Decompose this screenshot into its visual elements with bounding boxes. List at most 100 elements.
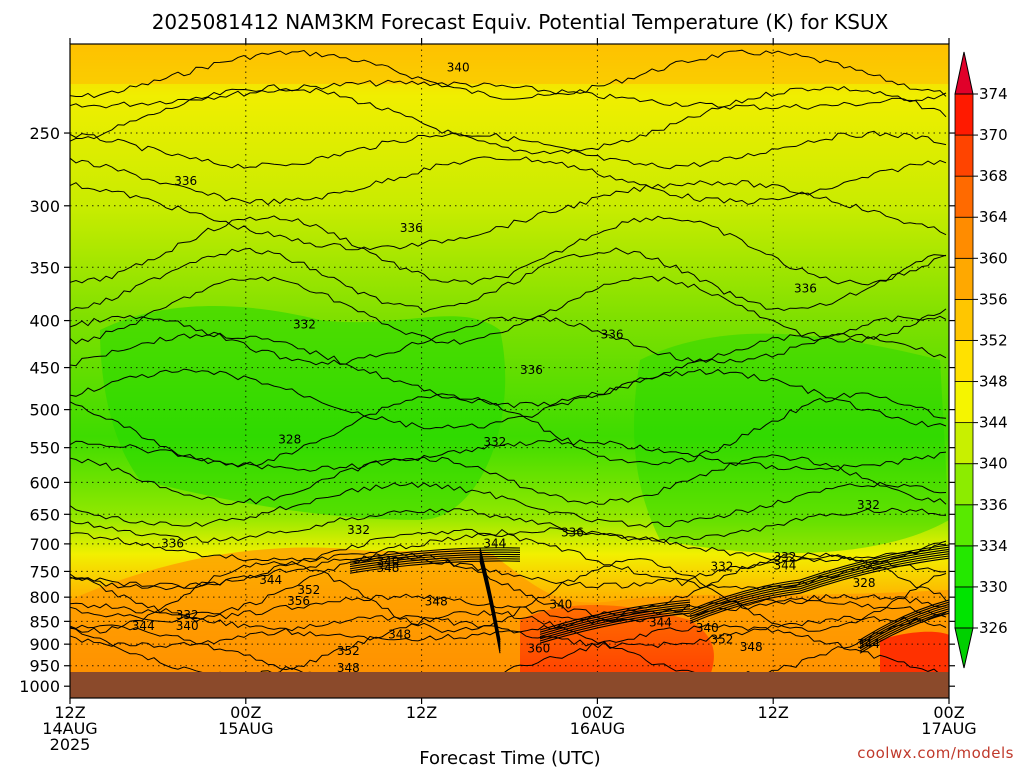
contour-line — [70, 275, 947, 345]
contour-line — [539, 606, 691, 638]
contour-line — [689, 581, 801, 613]
contour-line — [539, 612, 691, 644]
contour-label: 340 — [696, 621, 719, 635]
contour-label: 332 — [293, 318, 316, 332]
contour-line — [799, 544, 949, 581]
contour-label: 344 — [649, 615, 672, 629]
contour-line — [70, 593, 947, 623]
contour-lines — [70, 49, 949, 689]
contour-line — [70, 481, 947, 528]
contour-label: 332 — [347, 523, 370, 537]
x-tick-label: 00Z — [582, 703, 613, 722]
colorbar-min-arrow — [954, 627, 974, 669]
contour-line — [539, 610, 691, 642]
y-tick-label: 700 — [29, 535, 60, 554]
contour-label: 340 — [176, 619, 199, 633]
contour-line — [70, 79, 947, 111]
contour-line — [799, 553, 949, 590]
contour-line — [349, 556, 521, 570]
contour-label: 344 — [857, 637, 880, 651]
contour-line — [70, 528, 947, 591]
contour-line — [689, 586, 801, 618]
colorbar-tick-label: 340 — [979, 455, 1008, 473]
contour-line — [349, 547, 521, 561]
low-theta-region — [634, 333, 949, 554]
colorbar-tick-label: 364 — [979, 208, 1008, 226]
contour-line — [349, 558, 521, 572]
y-tick-label: 550 — [29, 439, 60, 458]
contour-line — [859, 606, 949, 648]
contour-line — [70, 49, 947, 100]
contour-label: 344 — [259, 573, 282, 587]
y-tick-label: 800 — [29, 588, 60, 607]
contour-line — [349, 553, 521, 568]
colorbar-swatch — [954, 134, 974, 177]
contour-line — [70, 247, 947, 313]
contour-label: 328 — [278, 433, 301, 447]
x-axis-label: Forecast Time (UTC) — [419, 748, 600, 768]
contour-line — [799, 557, 949, 594]
contour-line — [539, 601, 691, 633]
y-tick-label: 900 — [29, 635, 60, 654]
contour-label: 332 — [857, 498, 880, 512]
x-tick-label: 12Z — [758, 703, 789, 722]
contour-label: 336 — [561, 525, 584, 539]
y-tick-label: 400 — [29, 312, 60, 331]
colorbar-max-arrow — [954, 51, 974, 95]
y-tick-label: 850 — [29, 612, 60, 631]
contour-label: 336 — [794, 281, 817, 295]
colorbar-tick-label: 344 — [979, 414, 1008, 432]
terrain-surface — [70, 671, 949, 698]
y-tick-label: 350 — [29, 258, 60, 277]
contour-line — [859, 612, 949, 654]
x-tick-label: 16AUG — [570, 719, 625, 738]
contour-line — [70, 179, 947, 251]
contour-label: 352 — [710, 632, 733, 646]
contour-line — [689, 588, 801, 620]
contour-line — [689, 579, 801, 611]
y-tick-label: 250 — [29, 124, 60, 143]
contour-line — [859, 610, 949, 652]
contour-labels: 340 336 336 336 332 336 336 332 328 332 332 336 336 3… — [132, 60, 880, 675]
contour-label: 332 — [176, 608, 199, 622]
grid-lines — [70, 44, 949, 698]
upper-warm-band — [70, 44, 949, 84]
contour-line — [70, 598, 947, 642]
colorbar-tick-label: 326 — [979, 619, 1008, 637]
contour-line — [70, 454, 947, 506]
colorbar-swatch — [954, 93, 974, 136]
x-tick-label: 15AUG — [218, 719, 273, 738]
contour-line — [799, 555, 949, 592]
contour-line — [859, 608, 949, 650]
contour-label: 348 — [376, 561, 399, 575]
x-tick-label: 2025 — [50, 735, 91, 754]
y-tick-label: 750 — [29, 562, 60, 581]
colorbar-tick-label: 348 — [979, 373, 1008, 391]
contour-line — [689, 583, 801, 615]
x-tick-label: 12Z — [406, 703, 437, 722]
colorbar-tick-label: 374 — [979, 85, 1008, 103]
y-tick-label: 1000 — [19, 677, 60, 696]
contour-line — [799, 548, 949, 585]
contour-label: 340 — [447, 60, 470, 74]
low-theta-region — [100, 306, 506, 520]
colorbar-swatch — [954, 381, 974, 424]
colorbar-swatch — [954, 298, 974, 341]
contour-label: 348 — [740, 640, 763, 654]
colorbar-tick-label: 370 — [979, 126, 1008, 144]
contour-line — [349, 551, 521, 565]
contour-line — [349, 549, 521, 563]
contour-line — [70, 331, 947, 409]
contour-label: 336 — [161, 536, 184, 550]
contour-label: 352 — [337, 644, 360, 658]
contour-line — [70, 156, 947, 206]
colorbar-tick-label: 336 — [979, 496, 1008, 514]
contour-line — [70, 438, 947, 472]
y-tick-label: 450 — [29, 359, 60, 378]
chart-title: 2025081412 NAM3KM Forecast Equiv. Potent… — [152, 10, 889, 34]
colorbar: 326 330 334 336 340 344 348 352 356 360 364 368 370 3… — [954, 51, 1008, 669]
contour-line — [859, 599, 949, 641]
contour-label: 340 — [376, 555, 399, 569]
